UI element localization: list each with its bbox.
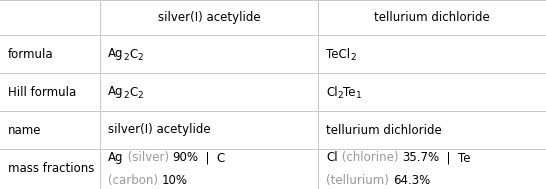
Text: 35.7%: 35.7% [402,151,439,164]
Text: Ag: Ag [108,151,123,164]
Text: 64.3%: 64.3% [393,174,430,187]
Text: formula: formula [8,47,54,60]
Text: silver(I) acetylide: silver(I) acetylide [158,11,260,24]
Text: 2: 2 [138,53,143,62]
Text: Ag: Ag [108,85,123,98]
Text: 10%: 10% [162,174,188,187]
Text: 1: 1 [356,91,361,100]
Text: 2: 2 [123,53,129,62]
Text: (silver): (silver) [123,151,173,164]
Text: TeCl: TeCl [326,47,350,60]
Text: C: C [129,85,138,98]
Text: 90%: 90% [173,151,198,164]
Text: 2: 2 [138,91,143,100]
Text: C: C [129,47,138,60]
Text: Te: Te [343,85,356,98]
Text: tellurium dichloride: tellurium dichloride [326,123,442,136]
Text: Cl: Cl [326,85,337,98]
Text: |  C: | C [198,151,225,164]
Text: mass fractions: mass fractions [8,163,94,176]
Text: (carbon): (carbon) [108,174,162,187]
Text: (tellurium): (tellurium) [326,174,393,187]
Text: Cl: Cl [326,151,337,164]
Text: name: name [8,123,41,136]
Text: 2: 2 [350,53,356,62]
Text: 2: 2 [123,91,129,100]
Text: |  Te: | Te [439,151,471,164]
Text: 2: 2 [337,91,343,100]
Text: tellurium dichloride: tellurium dichloride [374,11,490,24]
Text: silver(I) acetylide: silver(I) acetylide [108,123,211,136]
Text: (chlorine): (chlorine) [337,151,402,164]
Text: Hill formula: Hill formula [8,85,76,98]
Text: Ag: Ag [108,47,123,60]
